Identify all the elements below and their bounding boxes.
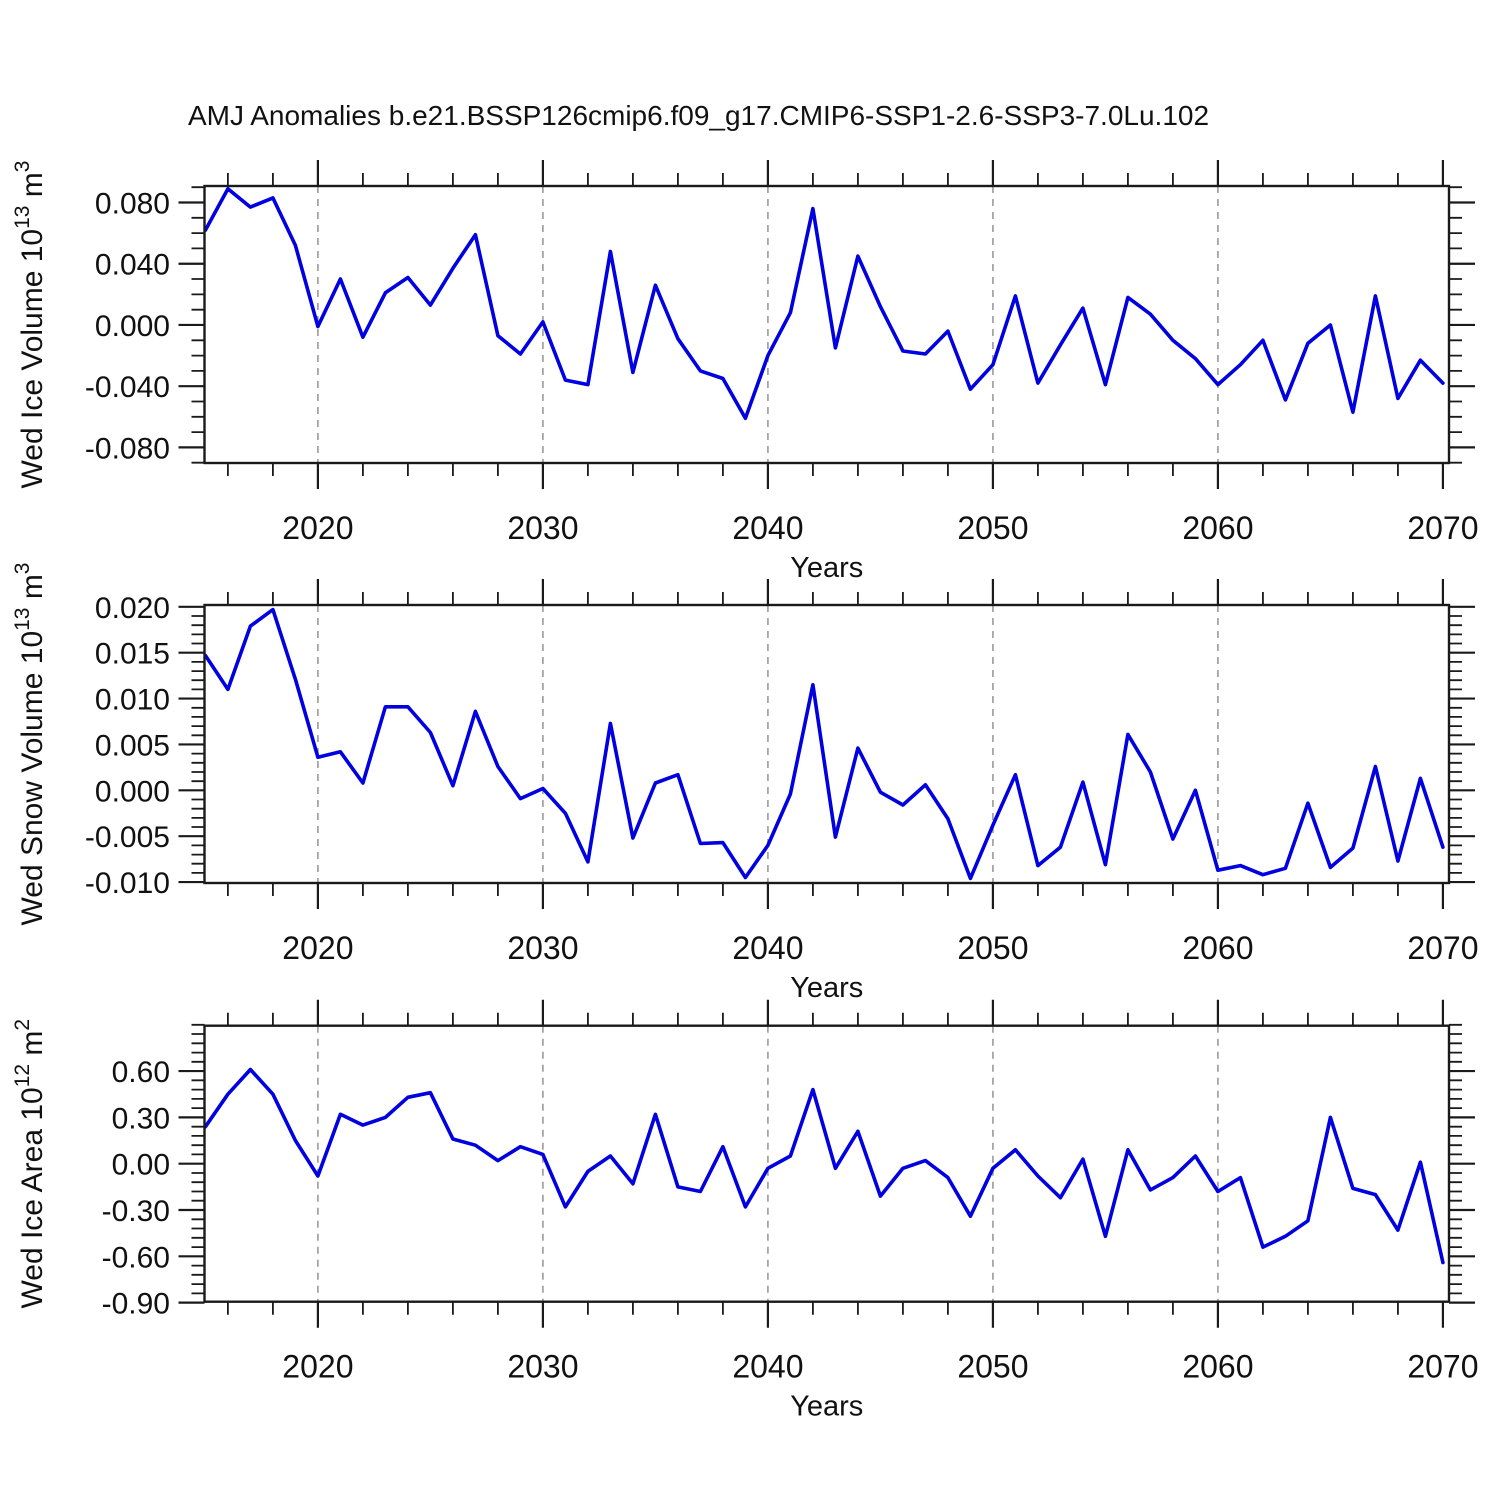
panel-1-x-tick-label-2050: 2050 [957, 510, 1028, 546]
panel-2-y-tick-label-0.015: 0.015 [95, 638, 170, 671]
panel-1-y-tick-label--0.080: -0.080 [85, 432, 170, 465]
panel-3-x-tick-label-2030: 2030 [507, 1349, 578, 1385]
panel-3-y-minor-ticks [191, 1023, 1462, 1295]
panel-2-y-minor-ticks [191, 615, 1462, 874]
panel-1-y-major-ticks [178, 201, 1475, 449]
panel-3-x-major-ticks [316, 999, 1445, 1328]
panel-1-frame [203, 184, 1451, 465]
panel-1-x-tick-label-2060: 2060 [1182, 510, 1253, 546]
panel-2-y-tick-label-0.005: 0.005 [95, 729, 170, 762]
panel-1-series-line [203, 187, 1445, 421]
panel-2-x-major-ticks [316, 579, 1445, 909]
panel-2-y-major-ticks [178, 605, 1475, 884]
panel-2-x-tick-label-2040: 2040 [732, 930, 803, 966]
panel-2-frame [203, 603, 1451, 885]
panel-3-y-tick-label--0.30: -0.30 [102, 1195, 170, 1228]
panel-3-x-tick-label-2070: 2070 [1407, 1349, 1478, 1385]
panel-1-x-major-ticks [316, 160, 1445, 489]
panel-3-x-axis-title: Years [790, 1391, 863, 1423]
panel-3-series-line [203, 1067, 1445, 1265]
panel-2-y-tick-label-0.020: 0.020 [95, 592, 170, 625]
panel-3-frame [203, 1024, 1451, 1303]
panel-1-y-tick-label--0.040: -0.040 [85, 371, 170, 404]
panel-3-x-tick-label-2050: 2050 [957, 1349, 1028, 1385]
panel-1-x-minor-ticks [227, 173, 1399, 476]
panel-2-x-tick-label-2020: 2020 [282, 930, 353, 966]
panel-3-y-tick-label-0.00: 0.00 [112, 1149, 170, 1182]
panel-2-x-axis-title: Years [790, 972, 863, 1004]
panel-3-y-axis-title: Wed Ice Area 1012 m2 [11, 1019, 49, 1309]
panel-1-x-tick-label-2070: 2070 [1407, 510, 1478, 546]
panel-1-x-tick-label-2040: 2040 [732, 510, 803, 546]
panel-1-y-tick-label-0.080: 0.080 [95, 188, 170, 221]
panel-3-y-tick-label--0.90: -0.90 [102, 1288, 170, 1321]
panel-2-y-tick-label--0.005: -0.005 [85, 821, 170, 854]
panel-1-y-axis-title: Wed Ice Volume 1013 m3 [11, 161, 49, 489]
chart-title: AMJ Anomalies b.e21.BSSP126cmip6.f09_g17… [188, 100, 1210, 131]
panel-3-x-tick-label-2020: 2020 [282, 1349, 353, 1385]
panel-3-x-tick-label-2060: 2060 [1182, 1349, 1253, 1385]
panel-1-y-tick-label-0.000: 0.000 [95, 310, 170, 343]
panel-1-y-minor-ticks [191, 186, 1462, 464]
panel-2-y-tick-label--0.010: -0.010 [85, 867, 170, 900]
panel-2-y-tick-label-0.010: 0.010 [95, 684, 170, 717]
panel-1-x-axis-title: Years [790, 552, 863, 584]
panel-2-y-axis-title: Wed Snow Volume 1013 m3 [11, 563, 49, 926]
panel-2-y-tick-label-0.000: 0.000 [95, 775, 170, 808]
panel-1-y-tick-label-0.040: 0.040 [95, 249, 170, 282]
panel-2-series-line [203, 607, 1445, 881]
panel-3-x-tick-label-2040: 2040 [732, 1349, 803, 1385]
panel-3-x-minor-ticks [227, 1012, 1399, 1315]
panel-1-x-tick-label-2030: 2030 [507, 510, 578, 546]
panel-3-y-major-ticks [178, 1069, 1475, 1304]
panel-1-x-tick-label-2020: 2020 [282, 510, 353, 546]
panel-2-x-tick-label-2070: 2070 [1407, 930, 1478, 966]
panel-2-x-tick-label-2060: 2060 [1182, 930, 1253, 966]
panel-3-y-tick-label--0.60: -0.60 [102, 1241, 170, 1274]
panel-2-x-minor-ticks [227, 592, 1399, 896]
panel-3-y-tick-label-0.60: 0.60 [112, 1056, 170, 1089]
panel-2-x-tick-label-2050: 2050 [957, 930, 1028, 966]
panel-3-y-tick-label-0.30: 0.30 [112, 1102, 170, 1135]
panel-2-x-tick-label-2030: 2030 [507, 930, 578, 966]
